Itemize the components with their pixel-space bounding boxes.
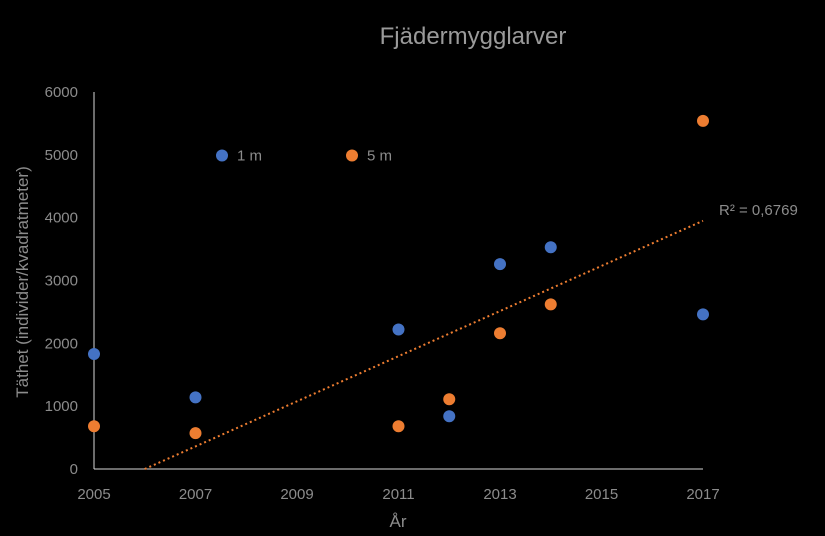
x-tick-label: 2007 — [179, 486, 212, 503]
y-tick-label: 0 — [70, 461, 78, 478]
legend-label-1m: 1 m — [237, 147, 262, 164]
y-tick-label: 5000 — [45, 147, 78, 164]
point-1m — [544, 241, 557, 254]
point-5m — [697, 114, 709, 127]
trendline-group: R² = 0,6769 — [144, 202, 798, 470]
x-tick-label: 2013 — [483, 486, 516, 503]
x-axis-title: År — [390, 512, 407, 531]
point-5m — [392, 420, 405, 433]
x-tick-label: 2005 — [77, 486, 110, 503]
y-tick-label: 6000 — [45, 84, 78, 101]
legend: 1 m 5 m — [216, 147, 392, 164]
x-tick-label: 2009 — [280, 486, 313, 503]
trendline — [144, 219, 704, 470]
point-1m — [494, 258, 506, 271]
point-5m — [189, 427, 202, 440]
chart-title: Fjädermygglarver — [380, 23, 567, 50]
y-tick-label: 4000 — [45, 210, 78, 227]
legend-label-5m: 5 m — [367, 147, 392, 164]
point-1m — [88, 348, 100, 361]
y-tick-label: 3000 — [45, 273, 78, 290]
point-5m — [443, 393, 456, 406]
legend-marker-1m — [216, 149, 228, 162]
legend-marker-5m — [346, 149, 358, 162]
points-group — [88, 114, 709, 440]
point-1m — [189, 391, 202, 404]
point-5m — [494, 327, 506, 340]
point-1m — [697, 308, 709, 321]
x-tick-label: 2017 — [686, 486, 719, 503]
point-1m — [443, 410, 456, 423]
y-tick-label: 1000 — [45, 398, 78, 415]
point-1m — [392, 323, 405, 336]
r-squared-label: R² = 0,6769 — [719, 202, 798, 219]
point-5m — [544, 298, 557, 311]
axes: 0 1000 2000 3000 4000 5000 6000 2005 2007 2009 201… — [45, 84, 720, 503]
point-5m — [88, 420, 100, 433]
y-axis-title: Täthet (individer/kvadratmeter) — [13, 166, 32, 397]
x-tick-label: 2011 — [382, 486, 414, 503]
y-tick-label: 2000 — [45, 335, 78, 352]
x-tick-label: 2015 — [585, 486, 618, 503]
